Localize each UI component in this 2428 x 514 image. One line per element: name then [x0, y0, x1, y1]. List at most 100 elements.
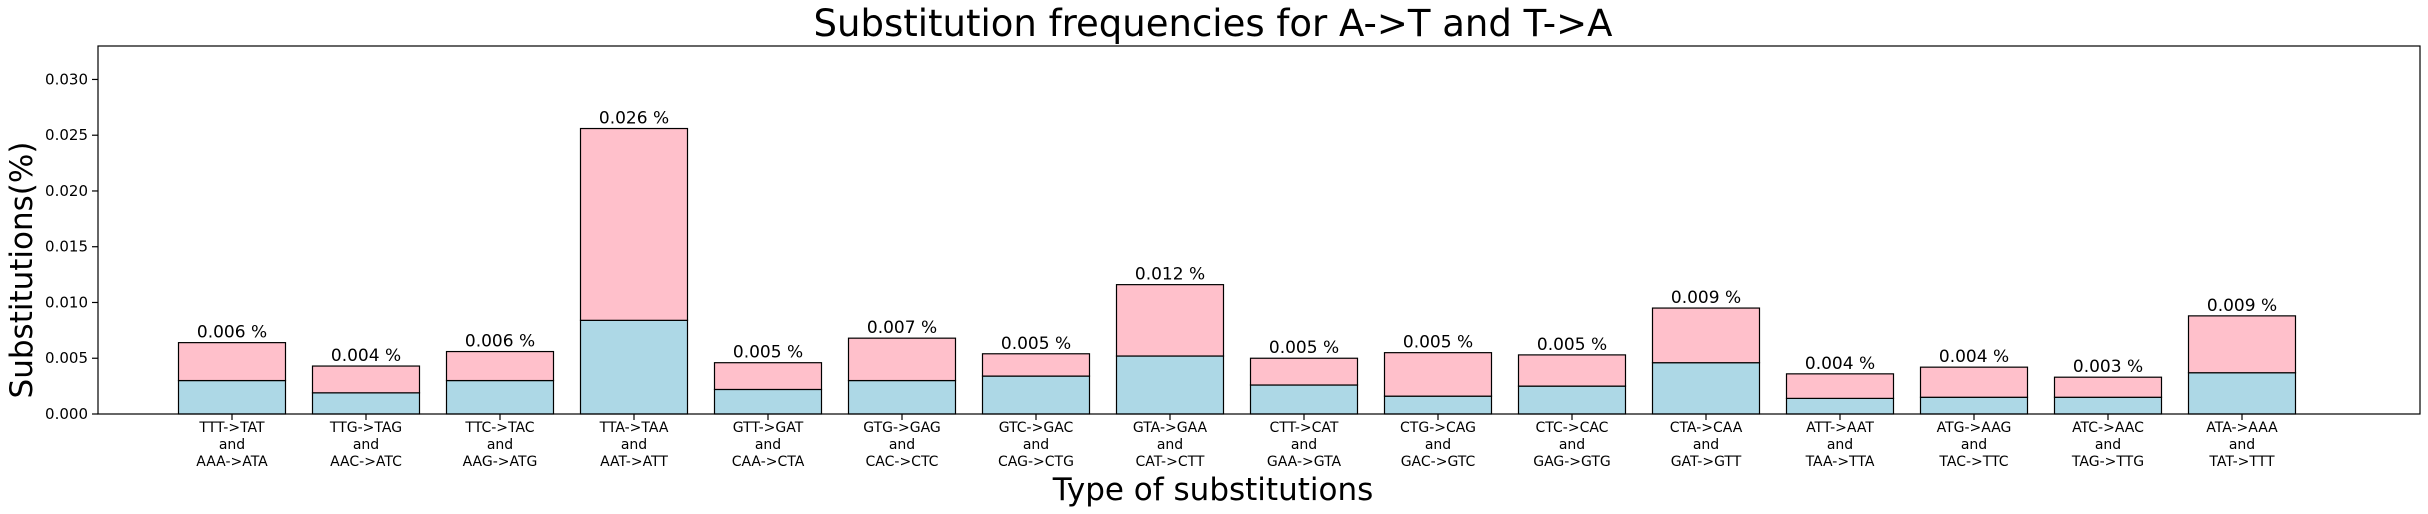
- x-tick-label: and: [1023, 437, 1049, 453]
- bar-lower-segment: [1919, 396, 2029, 415]
- y-tick-label: 0.020: [45, 182, 88, 200]
- bar-lower-segment: [1115, 355, 1225, 415]
- bar-value-label: 0.005 %: [733, 343, 803, 363]
- x-tick-label: and: [353, 437, 379, 453]
- bar-value-label: 0.004 %: [1805, 354, 1875, 374]
- x-tick-label: GAT->GTT: [1671, 454, 1742, 470]
- bar-lower-segment: [1651, 362, 1761, 415]
- bar-lower-segment: [1249, 384, 1359, 415]
- bar-upper-segment: [1115, 284, 1225, 357]
- x-axis-label: Type of substitutions: [1052, 472, 1374, 508]
- bar-upper-segment: [579, 127, 689, 321]
- bar-value-label: 0.007 %: [867, 318, 937, 338]
- bar-value-label: 0.006 %: [197, 323, 267, 343]
- bar-upper-segment: [713, 362, 823, 391]
- bar-value-label: 0.009 %: [2207, 296, 2277, 316]
- x-tick-label: TAC->TTC: [1938, 454, 2008, 470]
- bar-value-label: 0.009 %: [1671, 288, 1741, 308]
- y-tick-label: 0.030: [45, 70, 88, 88]
- x-tick-label: CTC->CAC: [1536, 420, 1609, 436]
- x-tick-label: GTA->GAA: [1133, 420, 1208, 436]
- y-tick-label: 0.005: [45, 349, 88, 367]
- x-axis-ticks: TTT->TATandAAA->ATATTG->TAGandAAC->ATCTT…: [196, 414, 2278, 470]
- bar-upper-segment: [981, 353, 1091, 377]
- bar-lower-segment: [2053, 396, 2163, 415]
- bar-lower-segment: [311, 392, 421, 415]
- y-axis-ticks: 0.000 0.005 0.010 0.015 0.020 0.025 0.030: [45, 70, 98, 423]
- x-tick-label: and: [889, 437, 915, 453]
- bar-upper-segment: [311, 365, 421, 394]
- x-tick-label: GTT->GAT: [733, 420, 804, 436]
- bar-upper-segment: [847, 337, 957, 382]
- bar-lower-segment: [579, 319, 689, 415]
- x-tick-label: and: [219, 437, 245, 453]
- bar-lower-segment: [1383, 395, 1493, 415]
- x-tick-label: GTG->GAG: [863, 420, 941, 436]
- x-tick-label: CAG->CTG: [998, 454, 1074, 470]
- bar-value-label: 0.005 %: [1269, 338, 1339, 358]
- x-tick-label: ATC->AAC: [2072, 420, 2144, 436]
- bar-upper-segment: [1383, 352, 1493, 397]
- bar-value-label: 0.026 %: [599, 109, 669, 129]
- bar-lower-segment: [981, 375, 1091, 415]
- x-tick-label: CAA->CTA: [732, 454, 805, 470]
- bar-value-label: 0.006 %: [465, 332, 535, 352]
- y-tick-label: 0.025: [45, 126, 88, 144]
- x-tick-label: TTA->TAA: [599, 420, 669, 436]
- bar-value-label: 0.004 %: [331, 346, 401, 366]
- x-tick-label: CTT->CAT: [1270, 420, 1339, 436]
- x-tick-label: ATA->AAA: [2206, 420, 2278, 436]
- x-tick-label: and: [1693, 437, 1719, 453]
- bar-value-label: 0.004 %: [1939, 347, 2009, 367]
- x-tick-label: AAC->ATC: [330, 454, 402, 470]
- bar-upper-segment: [1651, 307, 1761, 364]
- y-axis-label: Substitutions(%): [4, 142, 40, 399]
- x-tick-label: CAT->CTT: [1136, 454, 1205, 470]
- bar-value-label: 0.005 %: [1403, 333, 1473, 353]
- x-tick-label: ATG->AAG: [1937, 420, 2012, 436]
- bar-lower-segment: [1517, 385, 1627, 415]
- bar-value-label: 0.005 %: [1537, 335, 1607, 355]
- data-labels: 0.006 % 0.004 % 0.006 % 0.026 % 0.005 % 0.007…: [197, 109, 2277, 378]
- x-tick-label: TAA->TTA: [1805, 454, 1875, 470]
- y-tick-label: 0.010: [45, 293, 88, 311]
- x-tick-label: TAT->TTT: [2208, 454, 2275, 470]
- x-tick-label: TTC->TAC: [464, 420, 534, 436]
- x-tick-label: CTG->CAG: [1400, 420, 1476, 436]
- x-tick-label: and: [2229, 437, 2255, 453]
- x-tick-label: CAC->CTC: [866, 454, 939, 470]
- bar-lower-segment: [713, 388, 823, 415]
- x-tick-label: TTT->TAT: [198, 420, 265, 436]
- bar-upper-segment: [1785, 373, 1895, 399]
- bar-lower-segment: [847, 379, 957, 415]
- x-tick-label: and: [1425, 437, 1451, 453]
- bar-lower-segment: [1785, 397, 1895, 415]
- bar-upper-segment: [1919, 366, 2029, 398]
- x-tick-label: GTC->GAC: [999, 420, 1074, 436]
- bar-series: [177, 127, 2297, 415]
- bar-upper-segment: [177, 342, 287, 382]
- x-tick-label: TAG->TTG: [2071, 454, 2144, 470]
- x-tick-label: and: [1559, 437, 1585, 453]
- y-tick-label: 0.015: [45, 238, 88, 256]
- bar-lower-segment: [2187, 372, 2297, 415]
- x-tick-label: and: [1961, 437, 1987, 453]
- bar-value-label: 0.005 %: [1001, 334, 1071, 354]
- bar-upper-segment: [445, 350, 555, 382]
- x-tick-label: and: [1827, 437, 1853, 453]
- x-tick-label: GAC->GTC: [1401, 454, 1476, 470]
- bar-upper-segment: [2187, 315, 2297, 374]
- chart-title: Substitution frequencies for A->T and T-…: [814, 2, 1613, 45]
- x-tick-label: and: [621, 437, 647, 453]
- x-tick-label: GAA->GTA: [1267, 454, 1342, 470]
- bar-value-label: 0.003 %: [2073, 357, 2143, 377]
- bar-upper-segment: [2053, 376, 2163, 398]
- x-tick-label: and: [1157, 437, 1183, 453]
- bar-value-label: 0.012 %: [1135, 265, 1205, 285]
- x-tick-label: GAG->GTG: [1533, 454, 1611, 470]
- x-tick-label: AAT->ATT: [600, 454, 668, 470]
- bar-upper-segment: [1517, 354, 1627, 387]
- bar-upper-segment: [1249, 357, 1359, 386]
- x-tick-label: and: [755, 437, 781, 453]
